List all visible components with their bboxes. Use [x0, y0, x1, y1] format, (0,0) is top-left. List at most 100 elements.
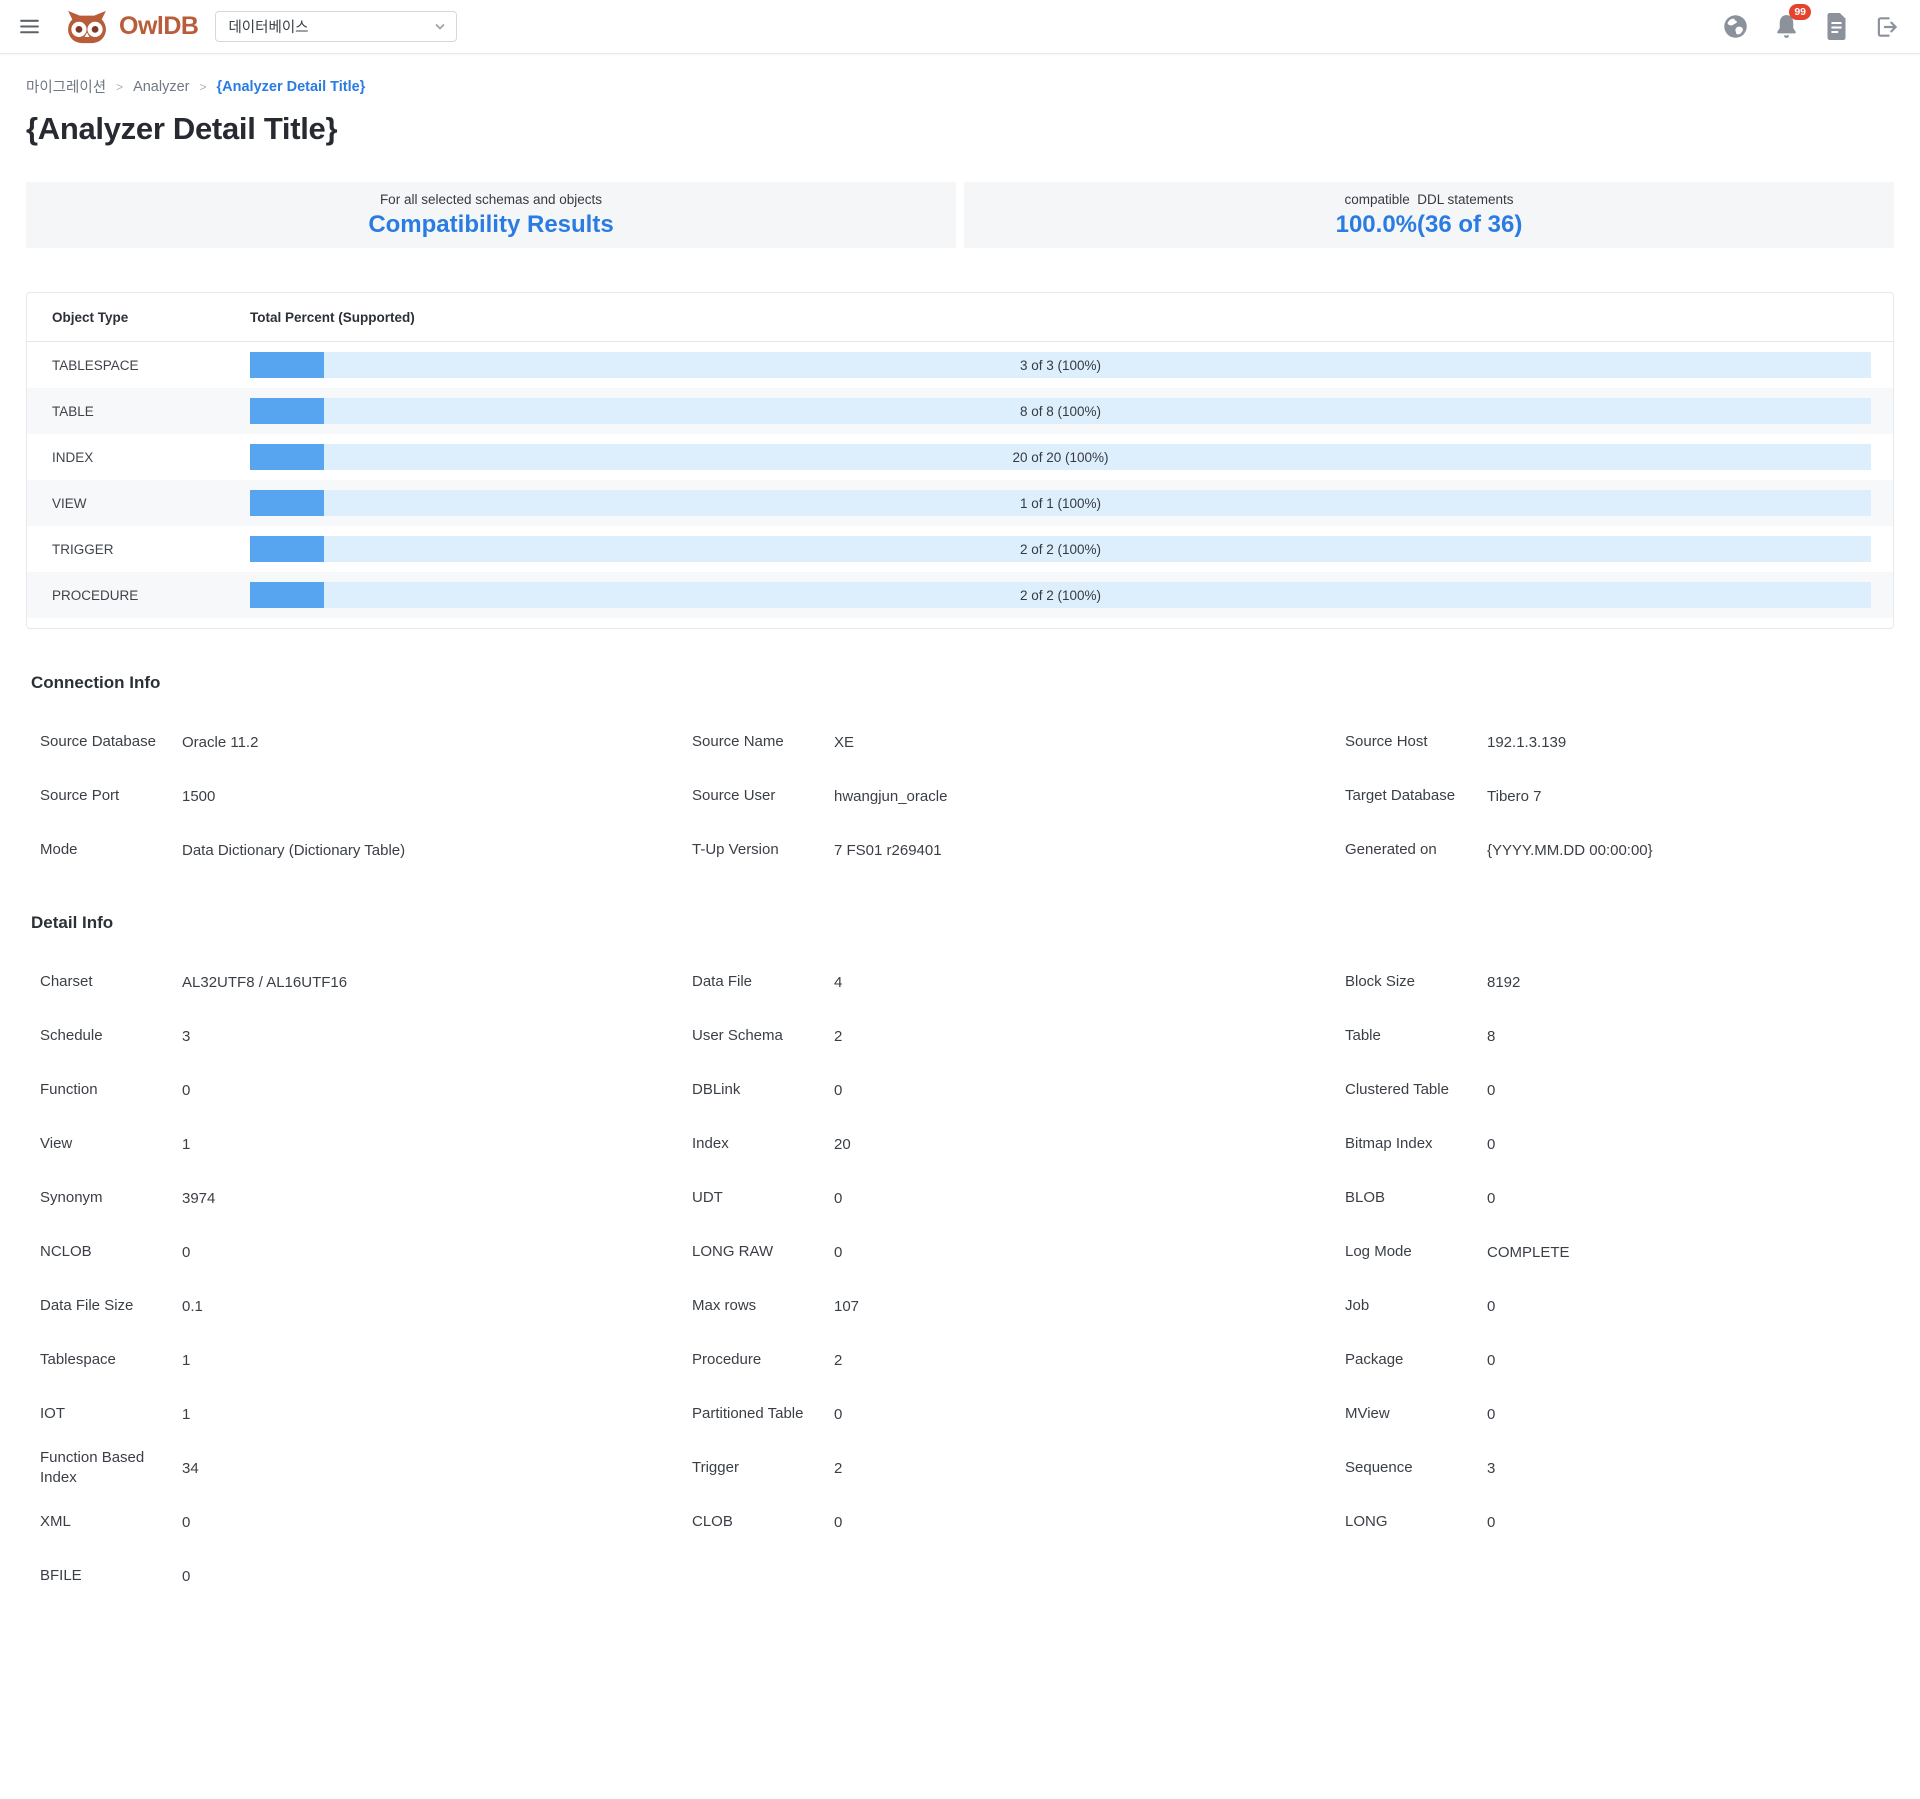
progress-bar: 3 of 3 (100%) [250, 352, 1871, 378]
logout-button[interactable] [1874, 14, 1900, 40]
database-select-value: 데이터베이스 [228, 20, 309, 36]
menu-button[interactable] [17, 14, 42, 39]
info-label: Function [40, 1080, 98, 1098]
info-label: MView [1345, 1404, 1390, 1422]
info-cell: Function 0 [40, 1063, 692, 1117]
info-label: UDT [692, 1188, 723, 1206]
info-label: NCLOB [40, 1242, 92, 1260]
info-value: 1 [182, 1351, 191, 1369]
info-label: Partitioned Table [692, 1404, 804, 1422]
topbar-actions: 99 [1722, 4, 1900, 40]
info-cell: Source Port 1500 [40, 769, 692, 823]
detail-info-title: Detail Info [31, 913, 114, 932]
info-cell: LONG RAW 0 [692, 1225, 1345, 1279]
info-cell: LONG 0 [1345, 1495, 1894, 1549]
info-label: Trigger [692, 1458, 739, 1476]
info-label: Block Size [1345, 972, 1416, 990]
progress-bar-fill [250, 490, 324, 516]
column-header-total-percent: Total Percent (Supported) [250, 309, 415, 325]
hamburger-icon [17, 14, 42, 39]
report-button[interactable] [1824, 13, 1849, 40]
progress-bar-fill [250, 444, 324, 470]
info-value: XE [834, 733, 855, 751]
main-content: 마이그레이션 > Analyzer > {Analyzer Detail Title} … [0, 76, 1920, 1603]
breadcrumb-link[interactable]: 마이그레이션 [26, 80, 107, 96]
progress-bar-label: 1 of 1 (100%) [1019, 495, 1102, 511]
info-cell: Table 8 [1345, 1009, 1894, 1063]
info-value: 0 [1487, 1081, 1496, 1099]
info-cell: User Schema 2 [692, 1009, 1345, 1063]
database-select[interactable]: 데이터베이스 [215, 11, 458, 42]
info-value: 2 [834, 1459, 843, 1477]
info-label: Source Name [692, 732, 784, 750]
table-row: TRIGGER 2 of 2 (100%) [27, 526, 1893, 572]
info-cell: Charset AL32UTF8 / AL16UTF16 [40, 955, 692, 1009]
progress-bar-fill [250, 582, 324, 608]
info-value: 0 [182, 1081, 191, 1099]
info-value: 192.1.3.139 [1487, 733, 1567, 751]
connection-info-grid: Source Database Oracle 11.2 Source Name … [26, 715, 1894, 877]
info-cell: BFILE 0 [40, 1549, 692, 1603]
object-type-cell: INDEX [52, 449, 94, 465]
info-cell: View 1 [40, 1117, 692, 1171]
notifications-button[interactable]: 99 [1774, 4, 1811, 40]
page-title: {Analyzer Detail Title} [26, 111, 338, 146]
info-value: Oracle 11.2 [182, 733, 259, 751]
app-logo[interactable]: OwlDB [64, 9, 199, 45]
progress-bar-fill [250, 398, 324, 424]
info-cell: Index 20 [692, 1117, 1345, 1171]
info-cell: Sequence 3 [1345, 1441, 1894, 1495]
info-cell: Source Name XE [692, 715, 1345, 769]
info-value: 2 [834, 1027, 843, 1045]
progress-bar: 1 of 1 (100%) [250, 490, 1871, 516]
info-value: 0 [1487, 1351, 1496, 1369]
info-label: Data File Size [40, 1296, 134, 1314]
info-value: 20 [834, 1135, 851, 1153]
info-cell: Package 0 [1345, 1333, 1894, 1387]
info-value: 0 [1487, 1405, 1496, 1423]
info-label: Tablespace [40, 1350, 116, 1368]
breadcrumb-separator-icon: > [199, 79, 207, 94]
info-cell: Tablespace 1 [40, 1333, 692, 1387]
info-label: Function Based Index [40, 1448, 145, 1486]
info-label: View [40, 1134, 73, 1152]
info-cell: Block Size 8192 [1345, 955, 1894, 1009]
info-value: AL32UTF8 / AL16UTF16 [182, 973, 348, 991]
info-value: 0 [1487, 1135, 1496, 1153]
object-type-cell: VIEW [52, 495, 87, 511]
bell-icon [1774, 13, 1799, 40]
topbar: OwlDB 데이터베이스 99 [0, 0, 1920, 54]
breadcrumb-separator-icon: > [116, 79, 124, 94]
info-value: 0 [182, 1513, 191, 1531]
info-label: Mode [40, 840, 78, 858]
summary-cards: For all selected schemas and objects Com… [26, 182, 1894, 248]
info-value: 0 [1487, 1297, 1496, 1315]
table-row: TABLESPACE 3 of 3 (100%) [27, 342, 1893, 388]
object-type-cell: TRIGGER [52, 541, 114, 557]
info-value: Data Dictionary (Dictionary Table) [182, 841, 406, 859]
info-label: Source Database [40, 732, 156, 750]
info-cell: Bitmap Index 0 [1345, 1117, 1894, 1171]
info-label: Target Database [1345, 786, 1456, 804]
info-label: Max rows [692, 1296, 757, 1314]
owl-logo-icon [64, 9, 110, 45]
info-cell: MView 0 [1345, 1387, 1894, 1441]
breadcrumb-link[interactable]: Analyzer [133, 78, 190, 95]
info-label: Charset [40, 972, 93, 990]
info-label: LONG RAW [692, 1242, 774, 1260]
info-cell: Function Based Index 34 [40, 1441, 692, 1495]
info-label: CLOB [692, 1512, 733, 1530]
info-cell [692, 1549, 1345, 1603]
info-cell: NCLOB 0 [40, 1225, 692, 1279]
info-value: 1 [182, 1135, 191, 1153]
document-icon [1824, 13, 1849, 40]
info-cell: Max rows 107 [692, 1279, 1345, 1333]
summary-card: compatible DDL statements 100.0%(36 of 3… [964, 182, 1894, 248]
info-value: 0 [834, 1513, 843, 1531]
info-value: 8 [1487, 1027, 1496, 1045]
info-value: 0 [834, 1243, 843, 1261]
breadcrumb: 마이그레이션 > Analyzer > {Analyzer Detail Title} [26, 76, 1894, 97]
info-value: 34 [182, 1459, 199, 1477]
language-button[interactable] [1722, 13, 1749, 40]
info-cell: Data File 4 [692, 955, 1345, 1009]
